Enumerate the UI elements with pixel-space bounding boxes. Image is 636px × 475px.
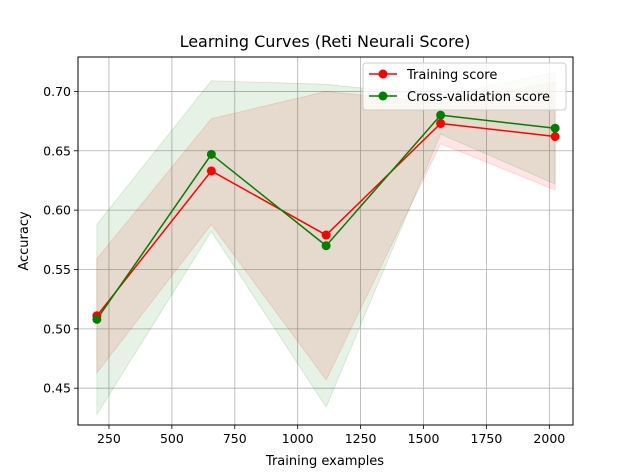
x-tick-label: 1250 [345,431,377,446]
series-1-point [436,110,446,120]
x-tick-label: 500 [160,431,184,446]
axis-ticks: 250 500 750 1000 1250 1500 1750 2000 0.45 0.50 0.5… [43,84,565,446]
y-tick-label: 0.60 [43,203,71,218]
grid [78,57,573,425]
legend-swatch-marker [378,69,388,79]
chart-title: Learning Curves (Reti Neurali Score) [180,32,471,51]
x-tick-label: 2000 [533,431,565,446]
y-tick-label: 0.70 [43,84,71,99]
plot-frame [77,56,574,426]
x-tick-label: 1000 [282,431,314,446]
legend-entry-label: Cross-validation score [407,90,550,105]
x-axis-label: Training examples [265,454,384,469]
y-tick-label: 0.50 [43,321,71,336]
series-0-point [550,132,560,142]
series-1-point [550,123,560,133]
y-tick-label: 0.55 [43,262,71,277]
series-1-point [92,314,102,324]
series-1-point [321,241,331,251]
legend: Training score Cross-validation score [362,62,567,111]
y-tick-label: 0.45 [43,381,71,396]
series-markers [92,110,560,324]
x-tick-label: 750 [223,431,247,446]
legend-swatch-marker [378,91,388,101]
series-1-point [206,149,216,159]
series-0-point [436,118,446,128]
series-0-point [206,166,216,176]
x-tick-label: 1500 [408,431,440,446]
legend-box [362,62,567,111]
plot-area [78,57,573,425]
x-tick-label: 250 [97,431,121,446]
series-0-point [321,230,331,240]
x-tick-label: 1750 [471,431,503,446]
y-axis-label: Accuracy [17,211,32,271]
y-tick-label: 0.65 [43,143,71,158]
legend-entry-label: Training score [406,68,497,83]
